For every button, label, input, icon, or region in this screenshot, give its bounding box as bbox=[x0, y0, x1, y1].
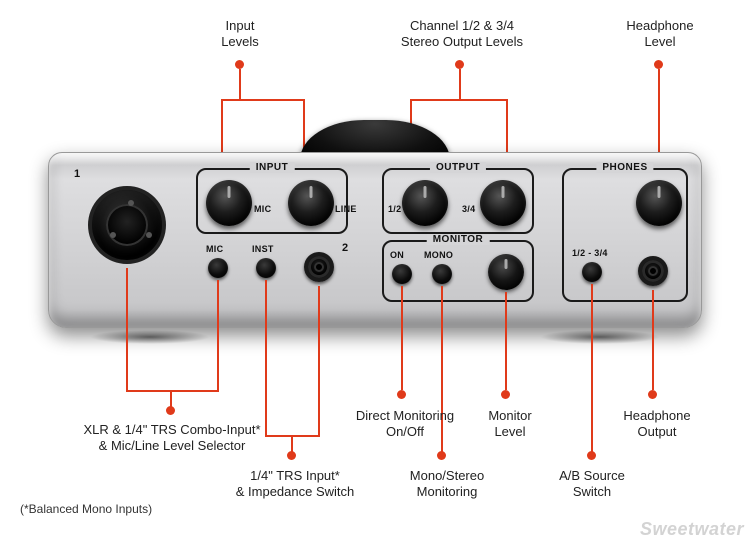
jack-trs-input-2[interactable] bbox=[304, 252, 334, 282]
device-foot-shadow bbox=[540, 330, 660, 344]
leader-dot bbox=[648, 390, 657, 399]
leader-line bbox=[126, 268, 128, 390]
button-ab-source-switch[interactable] bbox=[582, 262, 602, 282]
jack-headphone-output[interactable] bbox=[638, 256, 668, 286]
leader-line bbox=[652, 290, 654, 390]
leader-line bbox=[318, 286, 320, 435]
knob-headphone-level[interactable] bbox=[636, 180, 682, 226]
button-mic-line-selector[interactable] bbox=[208, 258, 228, 278]
leader-line bbox=[505, 292, 507, 390]
leader-dot bbox=[501, 390, 510, 399]
section-title-phones: PHONES bbox=[596, 162, 653, 173]
channel-number-2: 2 bbox=[342, 242, 348, 254]
leader-line bbox=[217, 280, 219, 390]
watermark: Sweetwater bbox=[640, 519, 744, 540]
sublabel-inst: INST bbox=[252, 244, 274, 254]
leader-line bbox=[401, 286, 403, 390]
sublabel-phones-switch: 1/2 - 3/4 bbox=[572, 248, 608, 258]
label-direct-monitor: Direct Monitoring On/Off bbox=[340, 408, 470, 441]
section-title-input: INPUT bbox=[250, 162, 295, 173]
leader-line bbox=[412, 99, 507, 101]
knob-input-line[interactable] bbox=[288, 180, 334, 226]
button-mono-stereo[interactable] bbox=[432, 264, 452, 284]
sublabel-mic: MIC bbox=[254, 204, 271, 214]
leader-line bbox=[223, 99, 241, 101]
leader-dot bbox=[654, 60, 663, 69]
sublabel-monitor-on: ON bbox=[390, 250, 404, 260]
leader-dot bbox=[235, 60, 244, 69]
label-ab-source: A/B Source Switch bbox=[542, 468, 642, 501]
knob-output-12[interactable] bbox=[402, 180, 448, 226]
label-mono-stereo: Mono/Stereo Monitoring bbox=[392, 468, 502, 501]
leader-line bbox=[459, 69, 461, 99]
knob-monitor-level[interactable] bbox=[488, 254, 524, 290]
label-xlr-combo: XLR & 1/4" TRS Combo-Input* & Mic/Line L… bbox=[62, 422, 282, 455]
label-monitor-level: Monitor Level bbox=[470, 408, 550, 441]
leader-line bbox=[239, 69, 241, 99]
xlr-combo-input-1[interactable] bbox=[88, 186, 166, 264]
knob-input-mic[interactable] bbox=[206, 180, 252, 226]
label-trs-input: 1/4" TRS Input* & Impedance Switch bbox=[210, 468, 380, 501]
sublabel-output-34: 3/4 bbox=[462, 204, 475, 214]
section-title-monitor: MONITOR bbox=[427, 234, 490, 245]
leader-line bbox=[239, 99, 304, 101]
sublabel-output-12: 1/2 bbox=[388, 204, 401, 214]
button-direct-monitor-on[interactable] bbox=[392, 264, 412, 284]
label-headphone-out: Headphone Output bbox=[602, 408, 712, 441]
button-impedance-switch[interactable] bbox=[256, 258, 276, 278]
label-output-levels: Channel 1/2 & 3/4 Stereo Output Levels bbox=[372, 18, 552, 51]
leader-line bbox=[126, 390, 219, 392]
channel-number-1: 1 bbox=[74, 168, 80, 180]
sublabel-monitor-mono: MONO bbox=[424, 250, 453, 260]
leader-dot bbox=[397, 390, 406, 399]
footnote-balanced-mono: (*Balanced Mono Inputs) bbox=[20, 502, 152, 516]
label-input-levels: Input Levels bbox=[180, 18, 300, 51]
section-title-output: OUTPUT bbox=[430, 162, 486, 173]
leader-line bbox=[591, 284, 593, 453]
label-headphone-level: Headphone Level bbox=[590, 18, 730, 51]
sublabel-line: LINE bbox=[335, 204, 357, 214]
leader-dot bbox=[437, 451, 446, 460]
leader-dot bbox=[587, 451, 596, 460]
leader-dot bbox=[166, 406, 175, 415]
sublabel-mic2: MIC bbox=[206, 244, 223, 254]
knob-output-34[interactable] bbox=[480, 180, 526, 226]
leader-dot bbox=[455, 60, 464, 69]
device-foot-shadow bbox=[90, 330, 210, 344]
leader-dot bbox=[287, 451, 296, 460]
leader-line bbox=[265, 280, 267, 435]
